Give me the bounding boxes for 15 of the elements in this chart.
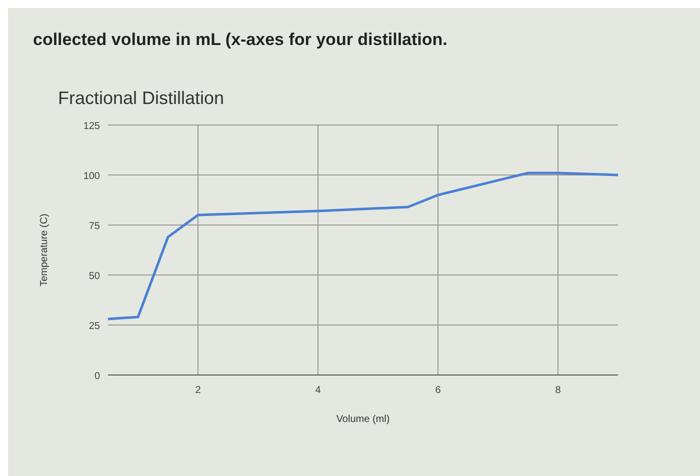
y-tick-label: 100	[83, 171, 100, 182]
x-tick-label: 2	[195, 385, 202, 396]
x-tick-label: 4	[315, 385, 322, 396]
y-tick-label: 0	[94, 371, 100, 382]
text: collected volume in mL (x-axes for your distillation.	[33, 30, 448, 49]
x-tick-label: 6	[435, 385, 442, 396]
y-tick-label: 25	[88, 321, 100, 332]
y-axis-title: Temperature (C)	[39, 214, 50, 286]
x-tick-label: 8	[555, 385, 562, 396]
chart-title: Fractional Distillation	[58, 88, 224, 108]
y-tick-label: 75	[88, 221, 100, 232]
y-tick-label: 50	[88, 271, 100, 282]
line-series	[106, 172, 620, 320]
x-axis-title: Volume (ml)	[336, 414, 390, 425]
y-tick-label: 125	[83, 121, 100, 132]
